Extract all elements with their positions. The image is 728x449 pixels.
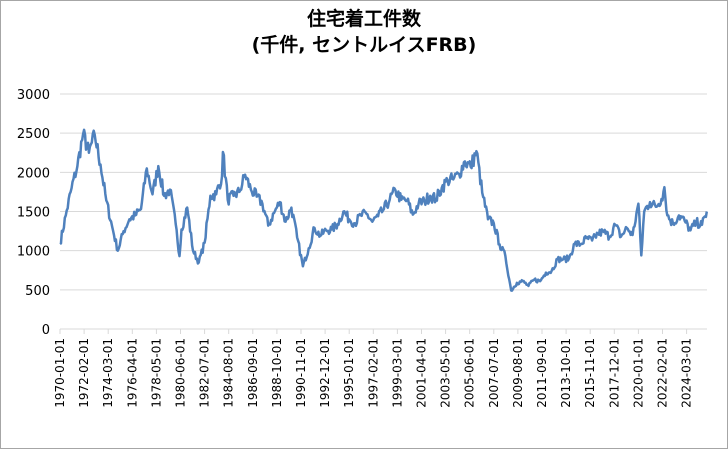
x-tick-label: 1982-07-01 <box>198 338 212 408</box>
y-tick-label: 1500 <box>17 206 50 221</box>
x-tick-label: 2017-12-01 <box>607 338 621 408</box>
x-tick-label: 1974-03-01 <box>101 338 115 408</box>
x-tick-label: 1988-10-01 <box>270 338 284 408</box>
x-tick-label: 1997-02-01 <box>366 338 380 408</box>
x-tick-label: 2015-11-01 <box>583 338 597 408</box>
y-tick-label: 0 <box>42 323 50 338</box>
x-tick-label: 1980-06-01 <box>174 338 188 408</box>
x-tick-label: 2020-01-01 <box>631 338 645 408</box>
y-tick-label: 2000 <box>17 166 50 181</box>
x-tick-label: 1970-01-01 <box>53 338 67 408</box>
x-tick-label: 2005-06-01 <box>463 338 477 408</box>
x-tick-label: 2009-08-01 <box>511 338 525 408</box>
x-tick-label: 1978-05-01 <box>149 338 163 408</box>
x-tick-label: 1972-02-01 <box>77 338 91 408</box>
x-tick-label: 1984-08-01 <box>222 338 236 408</box>
x-tick-label: 1976-04-01 <box>125 338 139 408</box>
series-line <box>59 128 709 292</box>
x-tick-label: 1986-09-01 <box>246 338 260 408</box>
x-tick-label: 2001-04-01 <box>415 338 429 408</box>
x-tick-label: 1999-03-01 <box>390 338 404 408</box>
x-tick-label: 1992-12-01 <box>318 338 332 408</box>
x-tick-label: 2003-05-01 <box>439 338 453 408</box>
chart-subtitle: (千件, セントルイスFRB) <box>251 34 477 56</box>
chart-title: 住宅着工件数 <box>306 8 421 30</box>
x-tick-label: 2011-09-01 <box>535 338 549 408</box>
x-tick-label: 2007-07-01 <box>487 338 501 408</box>
chart-title-block: 住宅着工件数 (千件, セントルイスFRB) <box>0 6 728 58</box>
x-tick-label: 1995-01-01 <box>342 338 356 408</box>
y-tick-label: 1000 <box>17 245 50 260</box>
x-tick-label: 1990-11-01 <box>294 338 308 408</box>
x-tick-label: 2024-03-01 <box>680 338 694 408</box>
y-tick-label: 500 <box>25 284 50 299</box>
y-tick-label: 3000 <box>17 88 50 103</box>
y-tick-label: 2500 <box>17 127 50 142</box>
x-tick-label: 2013-10-01 <box>559 338 573 408</box>
x-tick-label: 2022-02-01 <box>656 338 670 408</box>
